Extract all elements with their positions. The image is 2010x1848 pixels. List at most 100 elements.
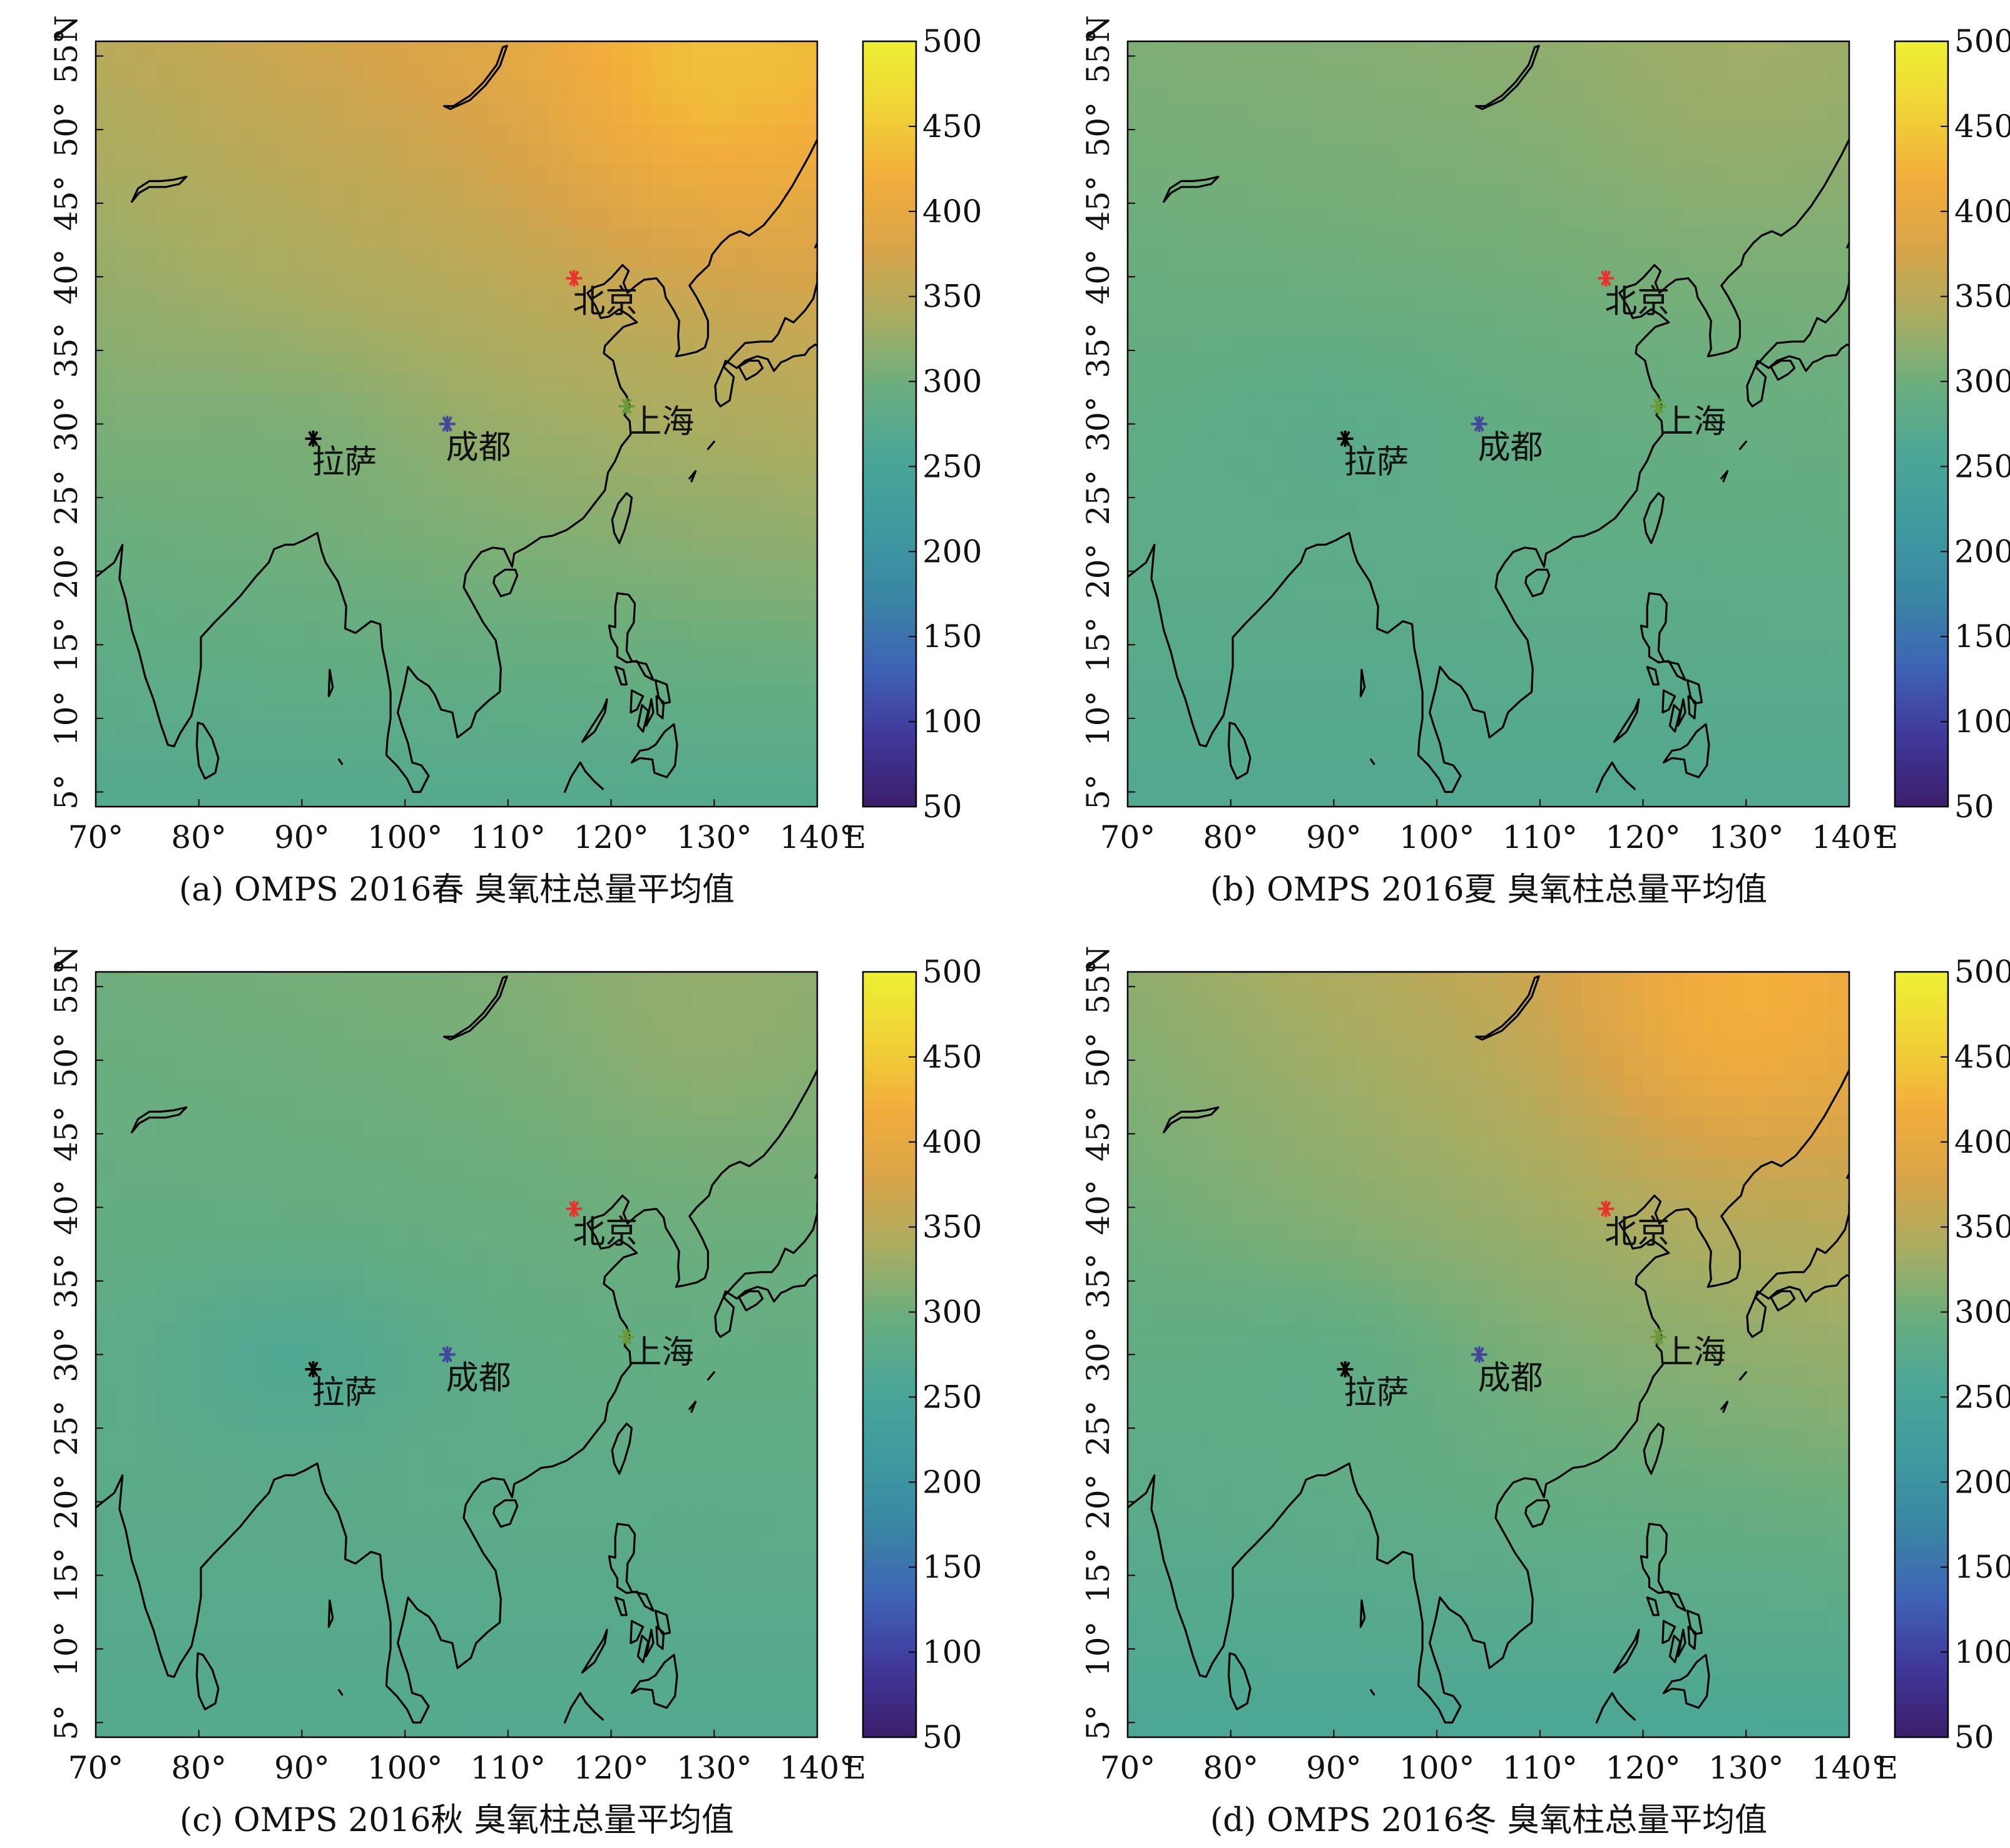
y-tick-label: 30° xyxy=(1080,1327,1116,1382)
coastline-andaman xyxy=(1359,668,1366,698)
panel-caption-c: (c) OMPS 2016秋 臭氧柱总量平均值 xyxy=(180,1802,734,1839)
coastline-kyushu xyxy=(1746,1296,1767,1338)
coastline-baikal xyxy=(443,44,508,110)
x-tick-label: 70° xyxy=(68,819,124,855)
colorbar-tick-label: 250 xyxy=(1954,1379,2010,1415)
coastline-srilanka xyxy=(1227,1652,1252,1710)
coastline-luzon xyxy=(608,592,655,682)
colorbar-tick-label: 500 xyxy=(922,23,982,59)
colorbar-tick-label: 250 xyxy=(922,1379,982,1415)
coastline-negros xyxy=(636,1635,650,1663)
coastline-mindanao xyxy=(1662,1653,1710,1709)
city-marker-lhasa xyxy=(305,431,322,447)
coastline-nicobar xyxy=(1370,1689,1375,1696)
y-tick-label: 40° xyxy=(1080,249,1116,305)
coastline-nicobar xyxy=(338,758,344,765)
city-marker-shanghai xyxy=(618,1329,635,1345)
city-label-beijing: 北京 xyxy=(573,283,638,321)
city-label-chengdu: 成都 xyxy=(446,1360,511,1397)
y-tick-label: 55° xyxy=(48,959,84,1014)
city-label-shanghai: 上海 xyxy=(629,403,694,441)
coastline-nicobar xyxy=(338,1689,344,1696)
coastlines xyxy=(1128,44,1849,794)
x-tick-label: 100° xyxy=(367,1750,442,1786)
y-tick-label: 10° xyxy=(48,1621,84,1677)
coastline-luzon xyxy=(608,1523,655,1612)
city-marker-lhasa xyxy=(1337,431,1354,447)
colorbar-tick-label: 450 xyxy=(1954,1039,2010,1075)
colorbar-tick-label: 400 xyxy=(922,1124,982,1160)
coastline-cebu xyxy=(1677,1628,1686,1658)
y-tick-label: 50° xyxy=(48,1033,84,1088)
x-tick-label: 140° xyxy=(1812,819,1887,855)
colorbar-tick-label: 350 xyxy=(922,1209,982,1245)
coastline-taiwan xyxy=(611,1422,633,1475)
coastline-okinawa xyxy=(688,1401,697,1413)
x-tick-label: 110° xyxy=(471,819,546,855)
colorbar-tick-label: 100 xyxy=(922,1634,982,1670)
x-tick-label: 120° xyxy=(1605,1750,1680,1786)
coastline-negros xyxy=(1668,1635,1681,1663)
x-tick-label: 110° xyxy=(1502,1750,1578,1786)
coastline-balkhash xyxy=(131,1106,188,1134)
city-marker-chengdu xyxy=(439,1346,456,1363)
city-marker-lhasa xyxy=(1337,1361,1354,1378)
coastline-japan_n xyxy=(1754,268,1849,372)
coastline-balkhash xyxy=(1163,1106,1220,1134)
city-marker-shanghai xyxy=(1650,1329,1667,1345)
panel-caption-a: (a) OMPS 2016春 臭氧柱总量平均值 xyxy=(179,871,735,909)
city-marker-beijing xyxy=(566,270,583,287)
coastline-borneo xyxy=(563,761,605,794)
colorbar-tick-label: 400 xyxy=(922,193,982,230)
x-tick-label: 140° xyxy=(780,819,855,855)
colorbar-tick-label: 450 xyxy=(922,1039,982,1075)
y-tick-label: 50° xyxy=(1080,1033,1116,1088)
coastline-shikoku xyxy=(1770,359,1796,381)
coastline-sakhalin xyxy=(828,981,853,1007)
ozone-raster xyxy=(96,972,817,1737)
x-axis-label: E xyxy=(844,819,867,855)
y-tick-label: 55° xyxy=(1080,28,1116,84)
city-label-chengdu: 成都 xyxy=(1478,1360,1543,1397)
x-tick-label: 140° xyxy=(1812,1750,1887,1786)
city-marker-shanghai xyxy=(618,398,635,415)
coastline-leyte xyxy=(655,1626,665,1650)
colorbar-tick-label: 150 xyxy=(1954,618,2010,655)
colorbar-tick-label: 350 xyxy=(1954,1209,2010,1245)
coastline-balkhash xyxy=(131,175,188,203)
y-tick-label: 20° xyxy=(48,543,84,599)
y-tick-label: 45° xyxy=(1080,175,1116,231)
coastline-luzon xyxy=(1640,1523,1686,1612)
coastline-panay xyxy=(630,1620,645,1645)
colorbar-tick-label: 250 xyxy=(922,448,982,484)
colorbar-tick-label: 500 xyxy=(1954,23,2010,59)
colorbar xyxy=(862,40,917,808)
coastline-cebu xyxy=(645,698,655,727)
colorbar-tick-label: 50 xyxy=(922,1719,962,1755)
x-tick-label: 130° xyxy=(676,819,752,855)
x-tick-label: 100° xyxy=(1399,1750,1474,1786)
y-tick-label: 15° xyxy=(1080,1548,1116,1603)
coastline-nicobar xyxy=(1370,758,1375,765)
colorbar-tick-label: 300 xyxy=(1954,364,2010,400)
y-tick-label: 35° xyxy=(48,323,84,379)
ozone-raster xyxy=(1128,41,1849,807)
x-tick-label: 100° xyxy=(1399,819,1474,855)
y-tick-label: 5° xyxy=(48,1705,84,1740)
x-tick-label: 120° xyxy=(1605,819,1680,855)
colorbar-tick-label: 450 xyxy=(922,108,982,145)
colorbar-tick-label: 50 xyxy=(1954,789,1994,825)
coastline-luzon xyxy=(1640,592,1686,682)
coastline-japan_n xyxy=(722,268,817,372)
colorbar-tick-label: 400 xyxy=(1954,1124,2010,1160)
coastline-kyushu xyxy=(714,365,735,407)
colorbar-tick-label: 100 xyxy=(922,703,982,740)
coastline-shikoku xyxy=(738,1290,764,1312)
city-label-lhasa: 拉萨 xyxy=(1344,1374,1409,1412)
city-label-chengdu: 成都 xyxy=(446,429,511,467)
y-tick-label: 5° xyxy=(1080,774,1116,810)
city-marker-chengdu xyxy=(439,416,456,432)
coastline-taiwan xyxy=(1643,492,1665,544)
